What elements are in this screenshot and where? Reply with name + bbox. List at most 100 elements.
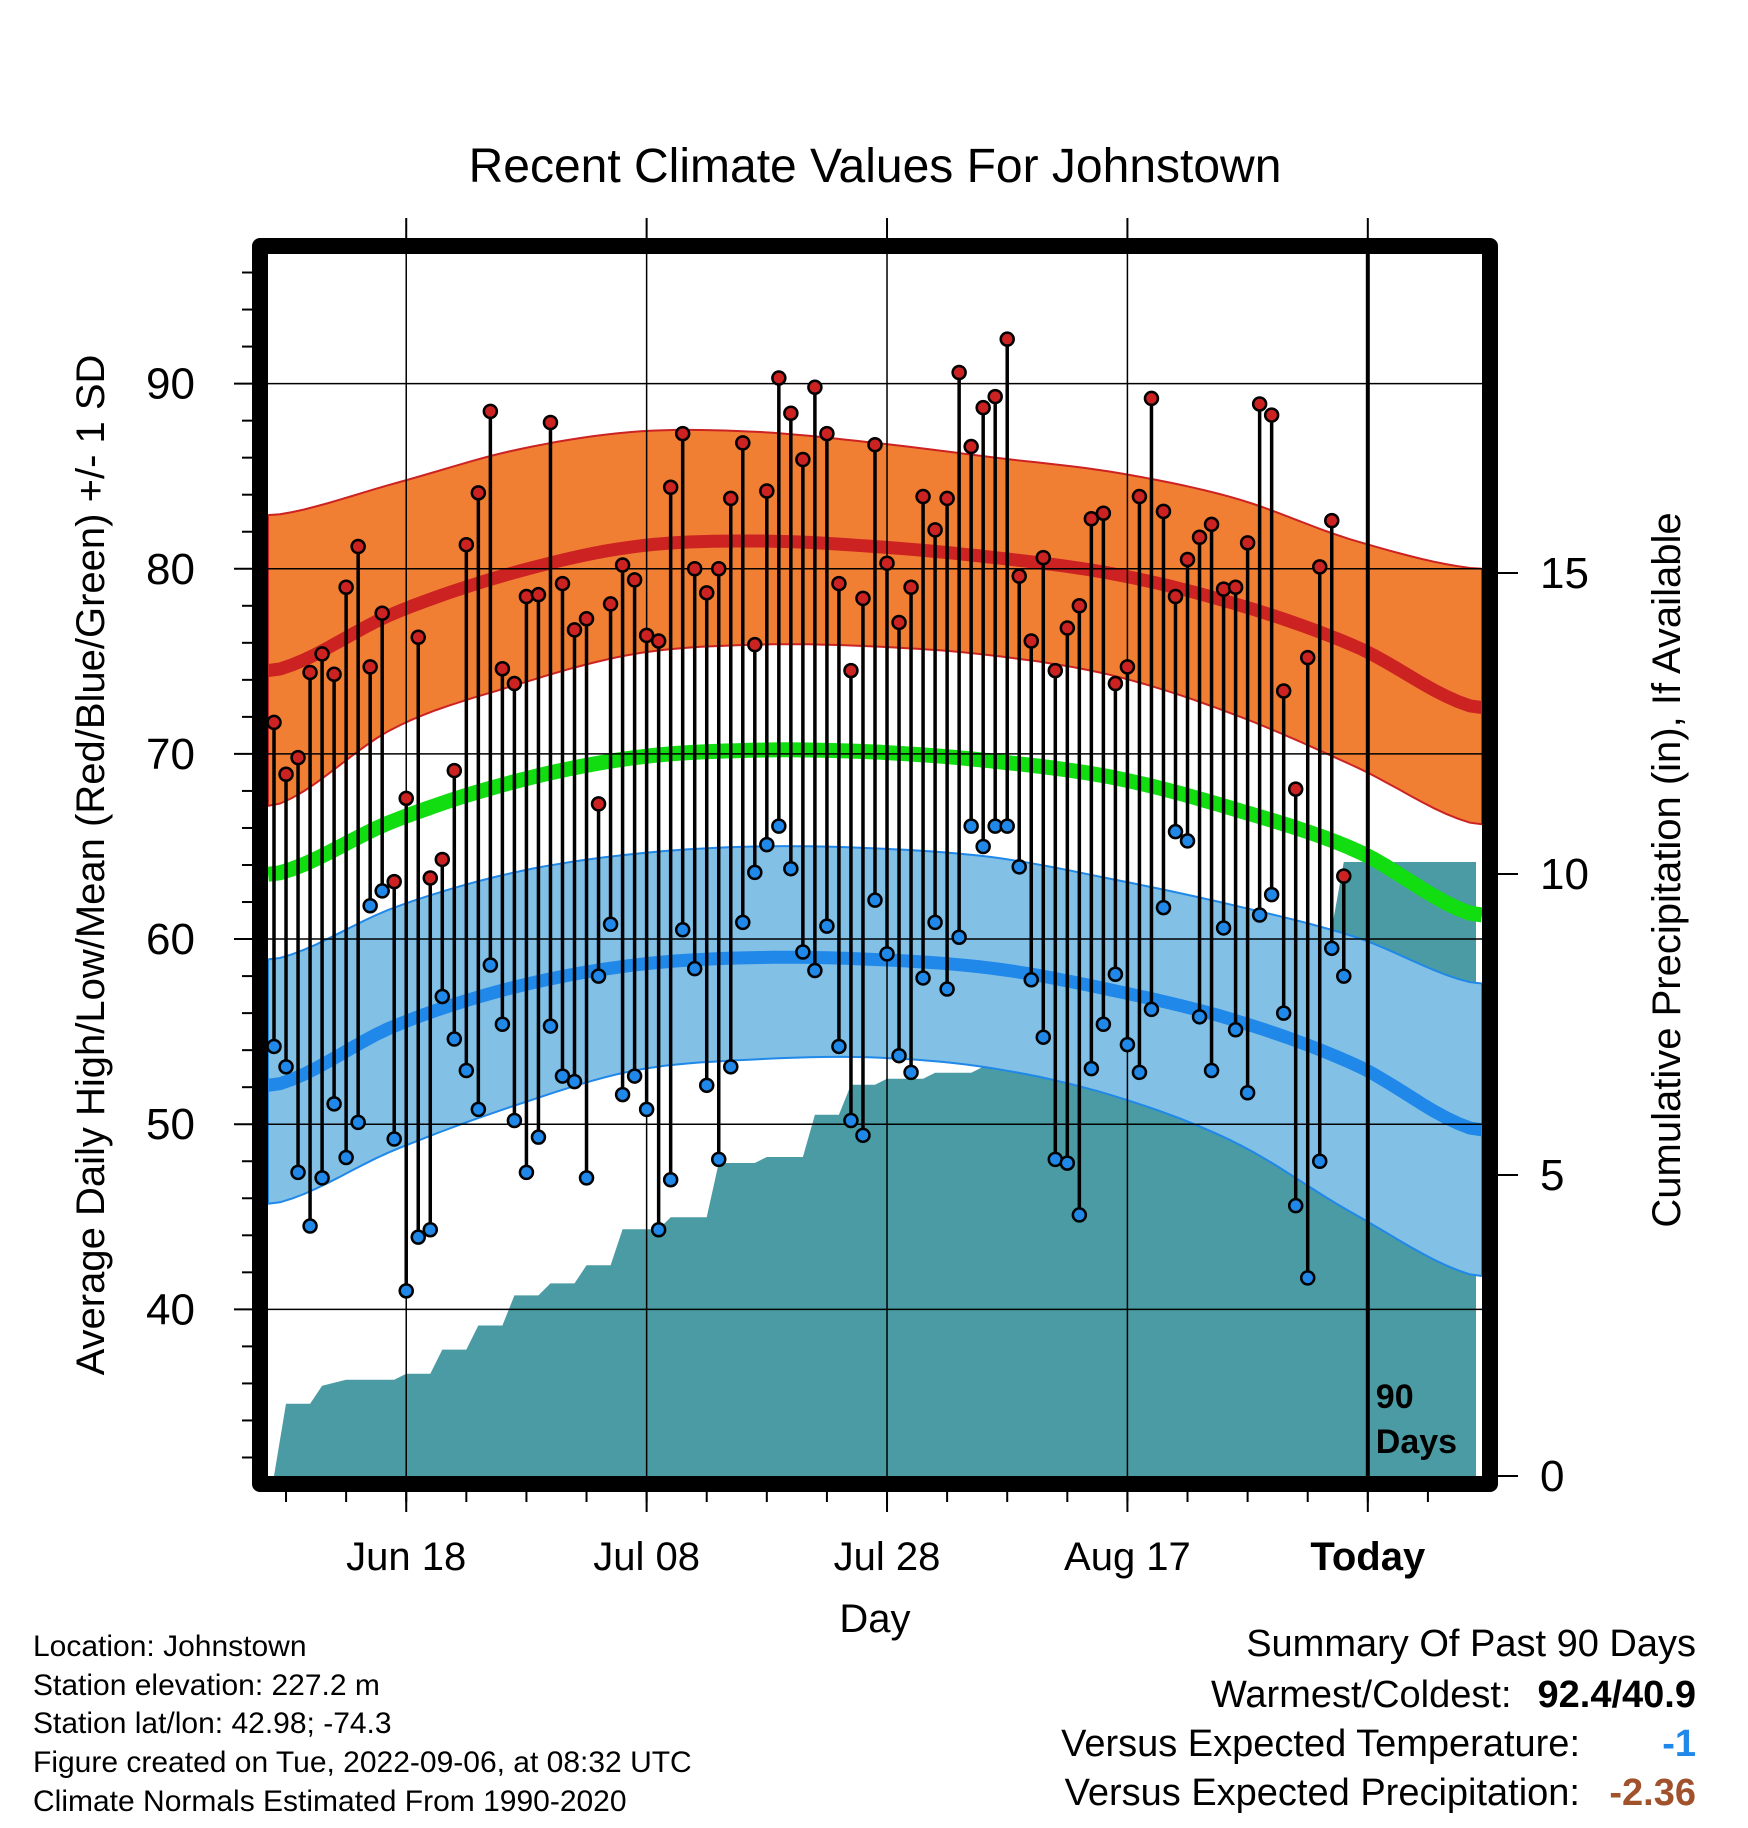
y2-tick-label: 0 xyxy=(1540,1452,1564,1501)
high-point xyxy=(698,585,715,601)
high-point xyxy=(554,575,571,592)
low-point xyxy=(350,1114,366,1131)
low-point xyxy=(951,929,967,945)
high-point xyxy=(843,662,859,679)
high-point xyxy=(458,536,475,553)
high-point xyxy=(410,629,426,646)
low-point xyxy=(602,916,619,932)
high-point xyxy=(723,490,739,507)
low-point xyxy=(1239,1084,1256,1101)
low-point xyxy=(614,1086,631,1103)
chart-title: Recent Climate Values For Johnstown xyxy=(469,140,1282,193)
low-point xyxy=(494,1016,511,1032)
high-point xyxy=(999,331,1015,347)
low-point xyxy=(999,818,1015,834)
high-point xyxy=(494,660,511,677)
y-tick-label: 80 xyxy=(146,545,195,594)
low-point xyxy=(1191,1009,1208,1025)
high-point xyxy=(1167,588,1184,605)
high-point xyxy=(1191,529,1208,546)
low-point xyxy=(807,962,823,979)
low-point xyxy=(891,1047,907,1064)
y-tick-label: 50 xyxy=(146,1100,195,1149)
high-point xyxy=(290,749,306,766)
low-point xyxy=(566,1073,583,1090)
low-point xyxy=(626,1068,643,1084)
high-point xyxy=(578,610,595,627)
low-point xyxy=(975,838,991,855)
high-point xyxy=(1263,407,1280,423)
low-point xyxy=(1263,886,1280,903)
low-normal-line xyxy=(268,950,1482,1137)
low-point xyxy=(879,946,895,962)
high-point xyxy=(735,435,751,451)
high-point xyxy=(626,572,643,588)
high-point xyxy=(975,399,991,416)
high-point xyxy=(1287,781,1304,797)
low-point xyxy=(747,864,763,881)
low-point xyxy=(1324,940,1340,957)
y-tick-label: 90 xyxy=(146,360,195,409)
low-point xyxy=(638,1101,655,1118)
high-point xyxy=(867,436,883,453)
low-point xyxy=(1011,859,1027,875)
x-axis-label: Day xyxy=(839,1597,910,1641)
low-point xyxy=(939,981,955,997)
low-point xyxy=(723,1059,739,1075)
low-point xyxy=(1299,1270,1316,1286)
low-point xyxy=(470,1101,487,1118)
low-point xyxy=(1336,968,1352,984)
high-point xyxy=(446,762,463,779)
high-point xyxy=(710,561,727,577)
y2-tick-label: 15 xyxy=(1540,549,1589,598)
low-point xyxy=(1107,966,1124,982)
low-point xyxy=(290,1164,306,1181)
high-point xyxy=(614,557,631,573)
low-point xyxy=(302,1218,318,1234)
high-point xyxy=(302,664,318,681)
low-point xyxy=(903,1064,919,1081)
low-point xyxy=(362,897,378,914)
high-point xyxy=(879,555,895,571)
high-point xyxy=(1336,868,1352,884)
high-point xyxy=(650,633,667,649)
y-tick-label: 60 xyxy=(146,915,195,964)
x-tick-label: Aug 17 xyxy=(1064,1535,1191,1579)
high-point xyxy=(1023,633,1040,649)
low-point xyxy=(963,818,979,834)
high-point xyxy=(1035,549,1052,566)
low-point xyxy=(1071,1207,1088,1223)
plot-frame xyxy=(252,238,1498,1492)
high-point xyxy=(362,659,378,675)
low-point xyxy=(710,1151,727,1168)
low-point xyxy=(1287,1197,1304,1214)
high-point xyxy=(338,579,354,596)
low-point xyxy=(1179,833,1196,849)
high-point xyxy=(482,403,499,420)
low-point xyxy=(915,970,931,986)
high-point xyxy=(987,388,1003,405)
high-point xyxy=(1119,659,1136,675)
low-point xyxy=(268,1038,282,1055)
low-point xyxy=(374,883,390,899)
low-point xyxy=(530,1129,547,1145)
high-point xyxy=(795,451,811,468)
high-point xyxy=(422,870,439,886)
low-point xyxy=(446,1031,463,1047)
high-point xyxy=(386,873,402,890)
high-point xyxy=(831,575,847,592)
low-point xyxy=(386,1131,402,1147)
low-point xyxy=(1143,1001,1160,1018)
low-point xyxy=(326,1096,342,1112)
low-point xyxy=(1167,823,1184,840)
y2-tick-label: 5 xyxy=(1540,1151,1564,1200)
high-point xyxy=(1083,511,1100,527)
high-point xyxy=(855,590,871,607)
low-point xyxy=(398,1283,414,1299)
low-point xyxy=(1035,1029,1052,1045)
low-point xyxy=(458,1062,475,1079)
low-point xyxy=(1083,1060,1100,1077)
high-point xyxy=(1047,662,1064,679)
low-point xyxy=(1227,1022,1244,1038)
